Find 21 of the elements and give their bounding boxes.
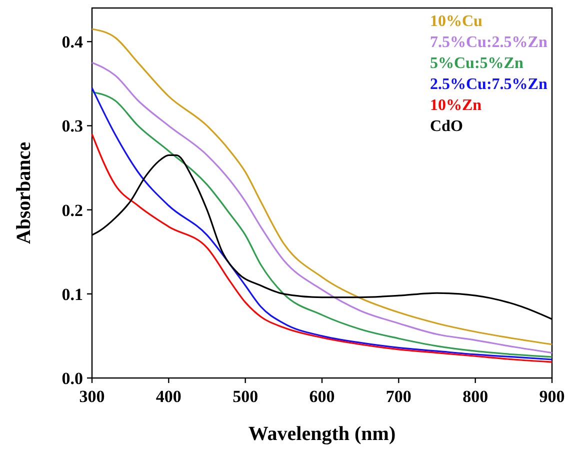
x-tick-label: 500	[232, 387, 258, 406]
text: 7.5%Cu:2.5%Zn	[430, 34, 548, 51]
x-tick-label: 700	[386, 387, 412, 406]
y-axis-title: Absorbance	[13, 142, 35, 244]
text: 5%Cu:5%Zn	[430, 55, 524, 72]
x-tick-label: 600	[309, 387, 335, 406]
y-tick-label: 0.0	[62, 369, 83, 388]
text: 2.5%Cu:7.5%Zn	[430, 76, 548, 93]
y-tick-label: 0.4	[62, 32, 84, 52]
text: CdO	[430, 118, 463, 135]
text: 10%Zn	[430, 97, 482, 114]
y-tick-label: 0.1	[62, 284, 83, 304]
x-tick-label: 900	[539, 387, 565, 406]
y-tick-label: 0.2	[62, 200, 83, 220]
line-series	[91, 133, 553, 363]
x-axis-title: Wavelength (nm)	[248, 423, 396, 445]
x-tick-label: 300	[79, 387, 105, 406]
x-tick-label: 800	[462, 387, 488, 406]
text: 10%Cu	[430, 13, 483, 30]
y-tick-label: 0.3	[62, 116, 83, 136]
x-tick-label: 400	[156, 387, 182, 406]
